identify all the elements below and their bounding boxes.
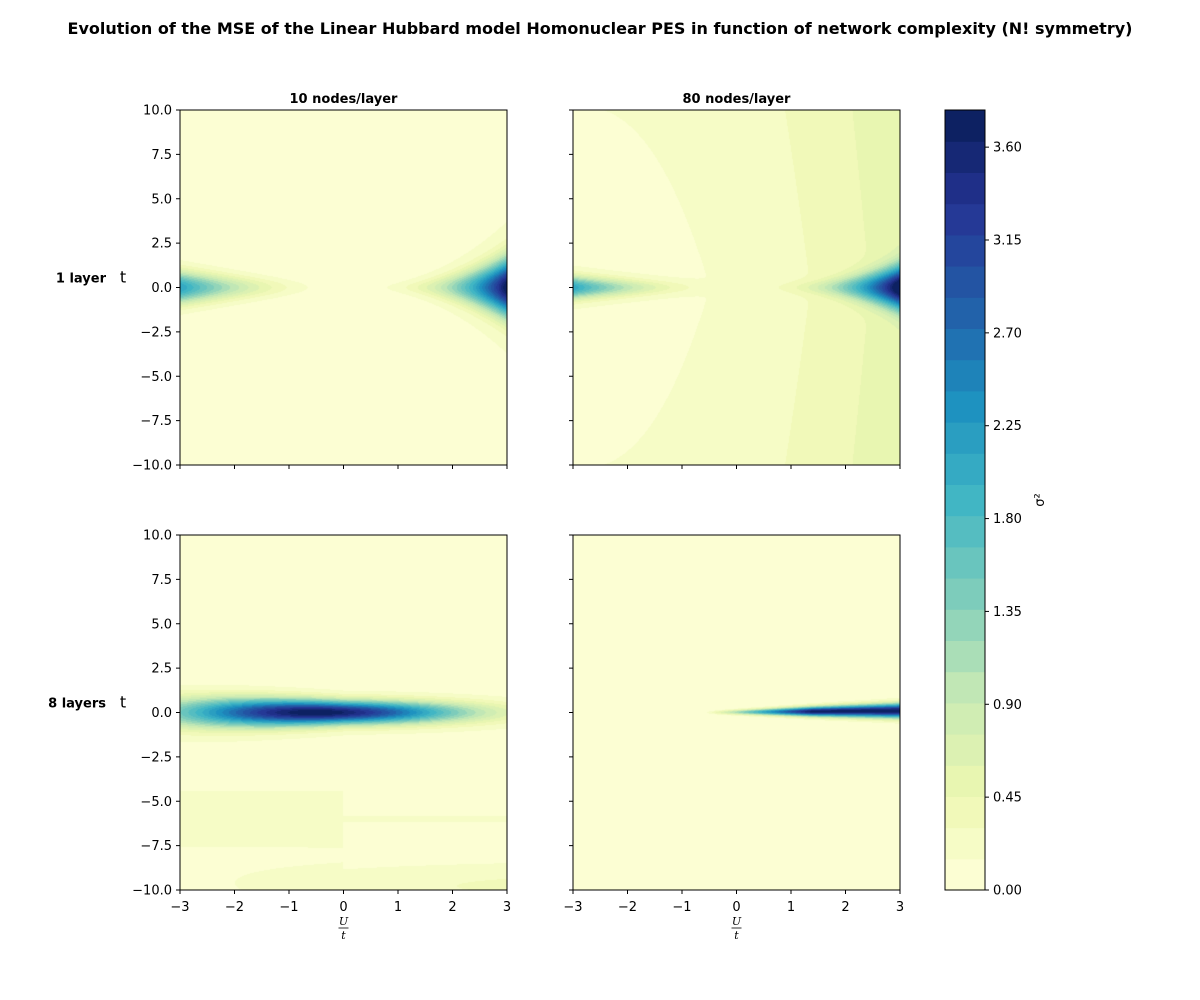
x-axis-label-numerator: U — [732, 915, 742, 928]
y-axis-label: t — [120, 268, 126, 287]
y-tick-label: 10.0 — [143, 529, 172, 544]
x-tick-label: 2 — [841, 900, 849, 915]
heatmap-image — [573, 535, 900, 890]
panels-group: 10.07.55.02.50.0−2.5−5.0−7.5−10.010 node… — [48, 92, 904, 942]
x-tick-label: 3 — [503, 900, 511, 915]
colorbar-level — [945, 141, 985, 173]
chart-title: Evolution of the MSE of the Linear Hubba… — [68, 19, 1133, 38]
colorbar-level — [945, 734, 985, 766]
colorbar-level — [945, 390, 985, 423]
y-tick-label: −2.5 — [140, 325, 172, 340]
y-tick-label: 7.5 — [151, 148, 172, 163]
colorbar-level — [945, 827, 985, 860]
x-axis-label-denominator: t — [734, 929, 739, 942]
colorbar-tick-label: 1.80 — [993, 512, 1022, 527]
x-tick-label: 0 — [339, 900, 347, 915]
y-tick-label: 5.0 — [151, 617, 172, 632]
x-tick-label: −3 — [170, 900, 189, 915]
colorbar-frame — [944, 109, 986, 891]
x-tick-label: 2 — [448, 900, 456, 915]
y-tick-label: 10.0 — [143, 104, 172, 119]
heatmap-image — [573, 110, 900, 465]
x-tick-label: 0 — [732, 900, 740, 915]
x-tick-label: −2 — [225, 900, 244, 915]
colorbar-level — [945, 234, 985, 267]
heatmap-image — [180, 535, 507, 890]
colorbar-level — [945, 796, 985, 829]
colorbar-tick-label: 3.60 — [993, 141, 1022, 156]
colorbar-level — [945, 546, 985, 579]
y-tick-label: 0.0 — [151, 706, 172, 721]
heatmap-image — [180, 110, 507, 465]
panel-2-1: 10.0 7.5 5.0 2.5 0.0 −2.5 −5.0 −7.5 −10.0−3 −2 −1 0… — [48, 529, 511, 943]
colorbar-level — [945, 578, 985, 610]
colorbar-level — [945, 110, 985, 142]
y-tick-label: −5.0 — [140, 370, 172, 385]
y-tick-label: 7.5 — [151, 573, 172, 588]
column-title: 10 nodes/layer — [290, 92, 399, 107]
x-tick-label: −1 — [672, 900, 691, 915]
row-label: 8 layers — [48, 697, 106, 712]
colorbar-level — [945, 203, 985, 236]
colorbar-level — [945, 453, 985, 485]
x-tick-label: −1 — [279, 900, 298, 915]
x-tick-label: 1 — [394, 900, 402, 915]
y-tick-label: 0.0 — [151, 281, 172, 296]
colorbar-level — [945, 702, 985, 735]
colorbar-level — [945, 515, 985, 548]
y-tick-label: −5.0 — [140, 795, 172, 810]
colorbar-level — [945, 484, 985, 517]
x-axis-label-denominator: t — [341, 929, 346, 942]
x-axis-label-numerator: U — [339, 915, 349, 928]
colorbar-tick-label: 2.70 — [993, 326, 1022, 341]
colorbar-tick-label: 1.35 — [993, 605, 1022, 620]
y-tick-label: −10.0 — [132, 459, 172, 474]
y-tick-label: −2.5 — [140, 750, 172, 765]
x-tick-label: −3 — [563, 900, 582, 915]
colorbar-level — [945, 609, 985, 641]
colorbar-tick-label: 3.15 — [993, 234, 1022, 249]
colorbar-tick-label: 0.45 — [993, 791, 1022, 806]
y-axis-label: t — [120, 693, 126, 712]
panel-2-2: −3 −2 −1 0 1 2 3 Ut — [563, 534, 904, 942]
row-label: 1 layer — [56, 272, 107, 287]
colorbar-level — [945, 359, 985, 392]
panel-1-1: 10.0 7.5 5.0 2.5 0.0 −2.5 −5.0 −7.5 −10.0 10 node… — [56, 92, 508, 474]
y-tick-label: −7.5 — [140, 414, 172, 429]
colorbar-level — [945, 266, 985, 298]
y-tick-label: 5.0 — [151, 192, 172, 207]
colorbar-level — [945, 640, 985, 673]
x-tick-label: 3 — [896, 900, 904, 915]
y-tick-label: −7.5 — [140, 839, 172, 854]
y-tick-label: 2.5 — [151, 237, 172, 252]
panel-1-2: 80 nodes/layer — [569, 92, 901, 469]
colorbar-level — [945, 422, 985, 454]
colorbar-level — [945, 858, 985, 891]
x-tick-label: 1 — [787, 900, 795, 915]
colorbar: 0.00 0.45 0.90 1.35 1.80 2.25 2.70 3.15 3.60 σ² — [944, 109, 1048, 899]
colorbar-level — [945, 671, 985, 704]
y-tick-label: 2.5 — [151, 662, 172, 677]
colorbar-level — [945, 328, 985, 361]
colorbar-tick-label: 0.90 — [993, 698, 1022, 713]
colorbar-level — [945, 172, 985, 205]
colorbar-label: σ² — [1033, 493, 1048, 506]
y-tick-label: −10.0 — [132, 884, 172, 899]
colorbar-level — [945, 765, 985, 797]
x-tick-label: −2 — [618, 900, 637, 915]
colorbar-tick-label: 2.25 — [993, 419, 1022, 434]
column-title: 80 nodes/layer — [683, 92, 792, 107]
colorbar-level — [945, 297, 985, 329]
colorbar-tick-label: 0.00 — [993, 884, 1022, 899]
